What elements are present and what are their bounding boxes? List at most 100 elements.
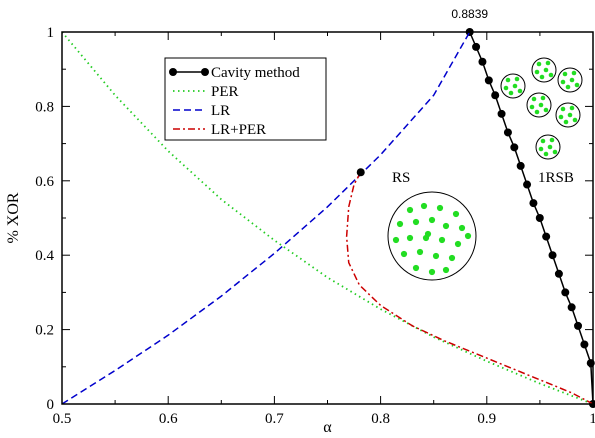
ticks: 0.5 0.6 0.7 0.8 0.9 1 0 0.2 0.4 0.6 0.8 1 xyxy=(35,25,595,427)
cavity-point xyxy=(574,321,583,330)
cluster-dot xyxy=(452,210,460,218)
cavity-point xyxy=(503,128,512,137)
cluster-dot xyxy=(400,250,408,258)
cluster-dot xyxy=(428,268,436,276)
x-tick-label: 1 xyxy=(589,411,595,427)
cluster-circle xyxy=(387,191,477,281)
cluster-dot xyxy=(548,72,554,78)
cavity-point xyxy=(491,91,500,100)
cluster-dot xyxy=(545,60,551,66)
cavity-point xyxy=(478,57,487,66)
legend-entry: Cavity method xyxy=(211,65,300,81)
cavity-point xyxy=(548,251,557,260)
series-layer xyxy=(61,28,595,408)
cluster-dot xyxy=(505,77,511,83)
cluster-dot xyxy=(534,69,540,75)
cluster-dot xyxy=(543,107,549,113)
cluster-dot xyxy=(529,104,535,110)
cavity-point xyxy=(542,232,551,241)
series-line-lr-per xyxy=(345,171,594,405)
cavity-point xyxy=(516,161,525,170)
cavity-point xyxy=(535,214,544,222)
cluster-circle xyxy=(555,102,581,128)
cavity-point xyxy=(529,199,538,208)
cluster-dot xyxy=(508,90,514,96)
x-axis-label: α xyxy=(323,419,332,436)
cluster-dot xyxy=(547,144,553,150)
cluster-dot xyxy=(539,74,545,80)
cluster-dot xyxy=(503,85,509,91)
cluster-circle xyxy=(500,73,526,99)
cluster-dot xyxy=(540,95,546,101)
cluster-dot xyxy=(448,254,456,262)
x-tick-label: 0.9 xyxy=(477,411,496,427)
cluster-dot xyxy=(558,114,564,120)
junction-point xyxy=(356,168,365,177)
legend-entry: LR xyxy=(211,103,230,119)
cluster-dot xyxy=(406,206,414,214)
y-tick-label: 1 xyxy=(47,25,55,41)
legend: Cavity method PER LR LR+PER xyxy=(164,57,327,141)
cluster-dot xyxy=(531,96,537,102)
cavity-point xyxy=(497,109,506,118)
cluster-dot xyxy=(514,76,520,82)
cluster-dot xyxy=(565,84,571,90)
legend-marker xyxy=(201,68,209,76)
legend-entry: PER xyxy=(211,84,239,100)
series-line-per xyxy=(61,31,594,405)
cluster-dot xyxy=(567,112,573,118)
x-tick-label: 0.8 xyxy=(371,411,390,427)
cluster-dot xyxy=(571,70,577,76)
x-tick-label: 0.5 xyxy=(53,411,72,427)
cavity-point xyxy=(510,143,519,152)
rsb-annotation: 1RSB xyxy=(538,170,574,186)
cluster-dot xyxy=(552,149,558,155)
cluster-dot xyxy=(454,240,462,248)
legend-marker xyxy=(169,68,177,76)
cluster-dot xyxy=(438,236,446,244)
cluster-dot xyxy=(412,218,420,226)
cluster-dot xyxy=(517,88,523,94)
cluster-dot xyxy=(534,109,540,115)
cluster-dot xyxy=(569,77,575,83)
cluster-dot xyxy=(562,71,568,77)
y-tick-label: 0.8 xyxy=(35,99,54,115)
cluster-dot xyxy=(560,79,566,85)
y-tick-label: 0.2 xyxy=(35,323,54,339)
rs-annotation: RS xyxy=(392,170,410,186)
cluster-dot xyxy=(574,82,580,88)
y-tick-label: 0.4 xyxy=(35,248,54,264)
y-tick-label: 0.6 xyxy=(35,174,54,190)
cluster-illustrations xyxy=(387,57,583,281)
cluster-dot xyxy=(538,146,544,152)
cluster-dot xyxy=(416,248,424,256)
cluster-dot xyxy=(540,138,546,144)
cluster-dot xyxy=(549,137,555,143)
cavity-point xyxy=(554,269,563,278)
cluster-dot xyxy=(543,151,549,157)
cluster-dot xyxy=(432,252,440,260)
cavity-point xyxy=(484,76,493,85)
cluster-dot xyxy=(412,264,420,272)
cluster-dot xyxy=(569,105,575,111)
cluster-circle xyxy=(535,134,561,160)
cluster-circle xyxy=(557,67,583,93)
cluster-circle xyxy=(531,57,557,83)
cluster-dot xyxy=(560,106,566,112)
cavity-point xyxy=(523,180,532,189)
cluster-dot xyxy=(464,232,472,240)
cluster-dot xyxy=(406,234,414,242)
x-tick-label: 0.6 xyxy=(159,411,178,427)
cluster-dot xyxy=(396,220,404,228)
cluster-dot xyxy=(543,67,549,73)
cluster-dot xyxy=(428,216,436,224)
cavity-point xyxy=(567,303,576,312)
cluster-dot xyxy=(572,117,578,123)
y-axis-label: % XOR xyxy=(5,192,22,243)
cluster-dot xyxy=(436,204,444,212)
cluster-dot xyxy=(538,102,544,108)
cluster-dot xyxy=(420,202,428,210)
cluster-dot xyxy=(424,230,432,238)
peak-annotation: 0.8839 xyxy=(451,7,488,21)
